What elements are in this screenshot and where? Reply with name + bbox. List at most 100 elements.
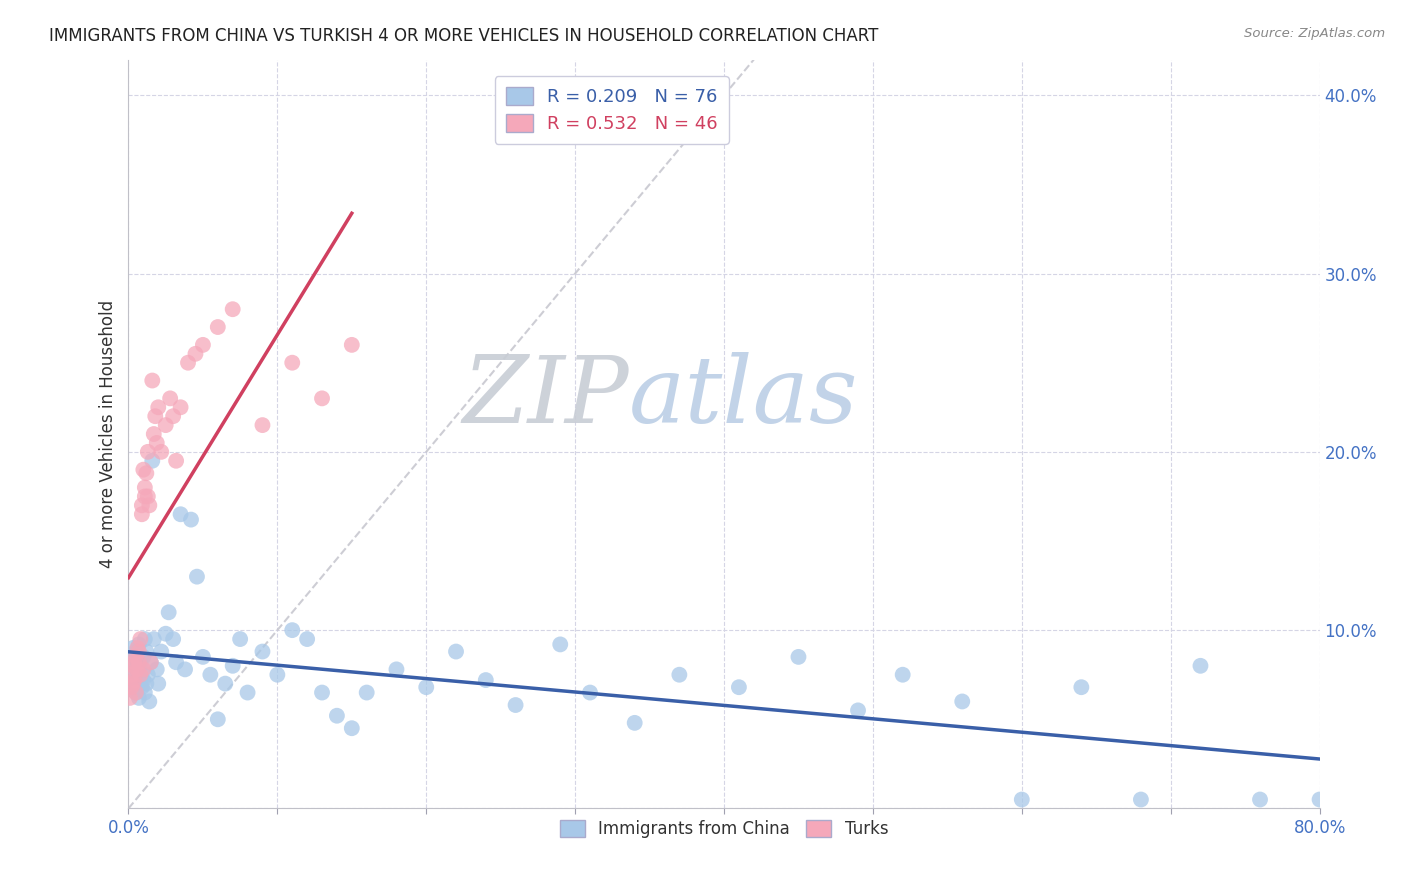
Point — [125, 644, 148, 658]
Y-axis label: 4 or more Vehicles in Household: 4 or more Vehicles in Household — [100, 300, 117, 568]
Point — [1129, 792, 1152, 806]
Point — [138, 499, 160, 513]
Point — [229, 632, 252, 646]
Point — [148, 676, 170, 690]
Point — [950, 694, 973, 708]
Point — [1070, 680, 1092, 694]
Point — [134, 685, 156, 699]
Point — [252, 644, 274, 658]
Point — [266, 667, 288, 681]
Point — [1189, 658, 1212, 673]
Point — [186, 569, 208, 583]
Point — [184, 347, 207, 361]
Text: IMMIGRANTS FROM CHINA VS TURKISH 4 OR MORE VEHICLES IN HOUSEHOLD CORRELATION CHA: IMMIGRANTS FROM CHINA VS TURKISH 4 OR MO… — [49, 27, 879, 45]
Point — [139, 655, 162, 669]
Point — [124, 655, 146, 669]
Point — [548, 637, 571, 651]
Point — [125, 685, 148, 699]
Point — [128, 662, 150, 676]
Point — [475, 673, 498, 687]
Point — [326, 708, 349, 723]
Point — [139, 655, 162, 669]
Point — [143, 409, 166, 424]
Point — [131, 499, 153, 513]
Point — [340, 338, 363, 352]
Point — [385, 662, 408, 676]
Point — [207, 712, 229, 726]
Point — [169, 401, 191, 415]
Point — [145, 436, 167, 450]
Point — [415, 680, 437, 694]
Point — [295, 632, 318, 646]
Point — [132, 673, 155, 687]
Point — [668, 667, 690, 681]
Point — [579, 685, 602, 699]
Point — [159, 392, 181, 406]
Point — [150, 445, 173, 459]
Point — [122, 640, 145, 655]
Point — [120, 680, 142, 694]
Point — [191, 338, 214, 352]
Point — [1249, 792, 1271, 806]
Point — [165, 454, 187, 468]
Point — [132, 662, 155, 676]
Point — [311, 392, 333, 406]
Point — [180, 513, 202, 527]
Point — [124, 649, 146, 664]
Point — [200, 667, 222, 681]
Point — [177, 356, 200, 370]
Point — [125, 685, 148, 699]
Point — [191, 649, 214, 664]
Point — [131, 665, 153, 680]
Point — [138, 694, 160, 708]
Point — [356, 685, 378, 699]
Point — [124, 662, 146, 676]
Point — [128, 690, 150, 705]
Text: ZIP: ZIP — [463, 351, 628, 442]
Point — [122, 676, 145, 690]
Point — [148, 401, 170, 415]
Point — [162, 409, 184, 424]
Point — [127, 640, 149, 655]
Point — [127, 662, 149, 676]
Point — [142, 632, 165, 646]
Point — [122, 676, 145, 690]
Point — [120, 667, 142, 681]
Point — [120, 655, 142, 669]
Point — [214, 676, 236, 690]
Point — [281, 623, 304, 637]
Point — [145, 662, 167, 676]
Point — [222, 658, 245, 673]
Point — [136, 667, 159, 681]
Point — [122, 658, 145, 673]
Point — [127, 667, 149, 681]
Point — [127, 658, 149, 673]
Point — [129, 667, 152, 681]
Point — [155, 626, 177, 640]
Point — [174, 662, 197, 676]
Point — [1309, 792, 1331, 806]
Point — [118, 690, 141, 705]
Point — [125, 673, 148, 687]
Point — [135, 644, 157, 658]
Point — [129, 676, 152, 690]
Point — [150, 644, 173, 658]
Point — [281, 356, 304, 370]
Point — [728, 680, 751, 694]
Point — [162, 632, 184, 646]
Point — [787, 649, 810, 664]
Point — [136, 445, 159, 459]
Point — [157, 605, 180, 619]
Point — [505, 698, 527, 712]
Point — [124, 680, 146, 694]
Text: Source: ZipAtlas.com: Source: ZipAtlas.com — [1244, 27, 1385, 40]
Legend: Immigrants from China, Turks: Immigrants from China, Turks — [553, 814, 896, 845]
Point — [128, 655, 150, 669]
Point — [131, 508, 153, 522]
Point — [444, 644, 467, 658]
Point — [132, 463, 155, 477]
Point — [311, 685, 333, 699]
Point — [124, 673, 146, 687]
Point — [125, 649, 148, 664]
Point — [134, 490, 156, 504]
